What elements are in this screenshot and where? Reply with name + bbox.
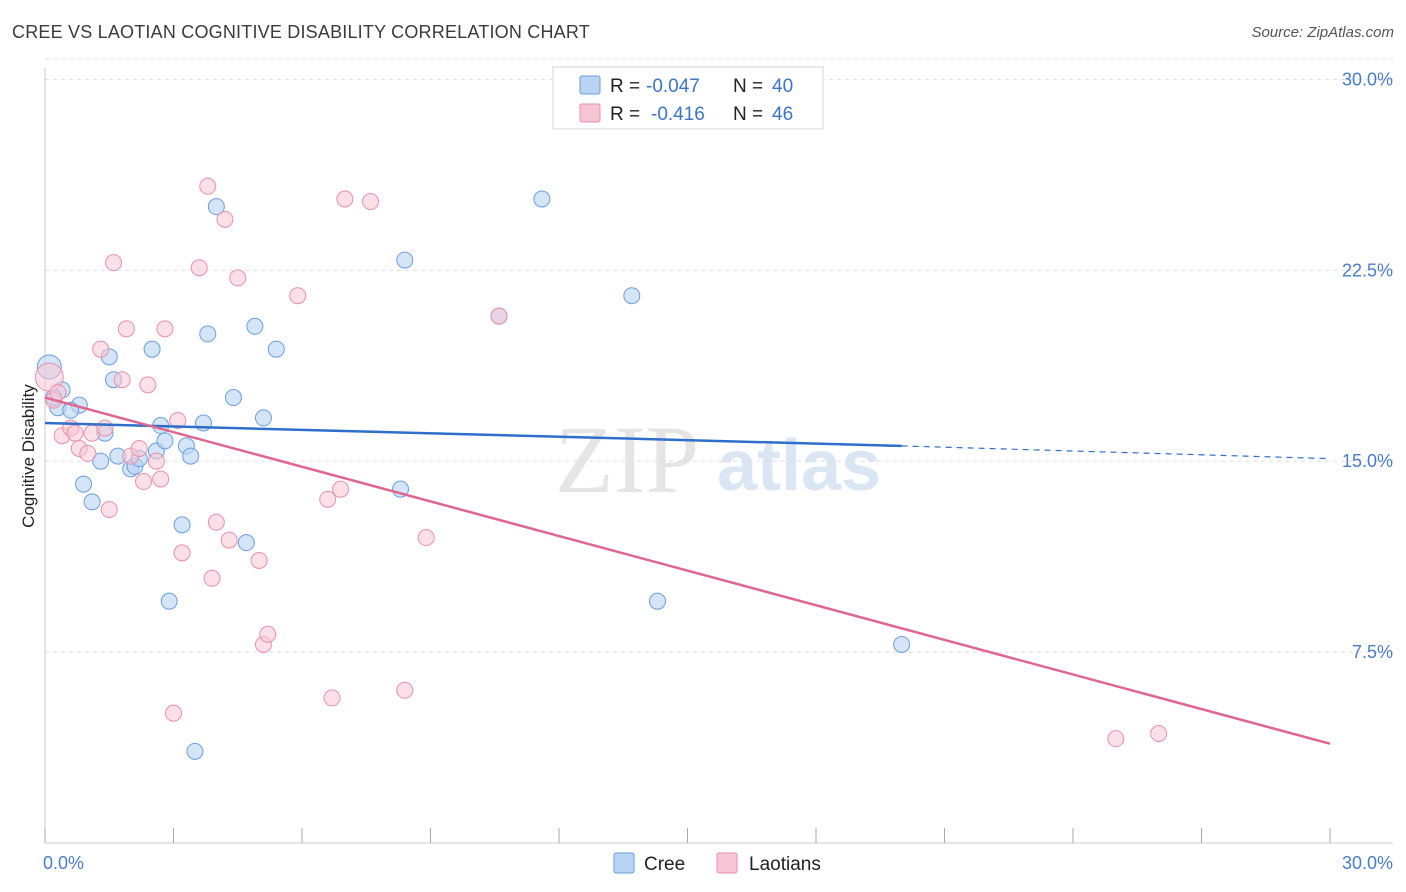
y-tick-label: 15.0% — [1342, 451, 1393, 471]
chart-title: CREE VS LAOTIAN COGNITIVE DISABILITY COR… — [12, 22, 590, 42]
laotian-point — [100, 501, 118, 519]
legend-laotian-r-value: -0.416 — [651, 104, 705, 125]
laotian-point — [220, 531, 238, 549]
y-tick-label: 7.5% — [1352, 642, 1393, 662]
cree-point — [182, 447, 200, 465]
cree-point — [396, 251, 414, 269]
laotian-point — [139, 376, 157, 394]
legend-laotian-n-value: 46 — [772, 104, 793, 125]
x-tick-label: 30.0% — [1342, 853, 1393, 873]
x-tick-label: 0.0% — [43, 853, 84, 873]
cree-point — [173, 516, 191, 534]
legend-laotian-r-label: R = — [610, 104, 640, 125]
cree-point — [160, 592, 178, 610]
axes — [44, 68, 1393, 844]
laotian-point — [203, 569, 221, 587]
laotian-point — [117, 320, 135, 338]
cree-point — [199, 325, 217, 343]
laotian-point — [362, 193, 380, 211]
cree-point — [237, 534, 255, 552]
legend-cree-n-value: 40 — [772, 76, 793, 97]
legend-cree-swatch — [579, 75, 601, 95]
laotian-point — [135, 473, 153, 491]
cree-point — [224, 389, 242, 407]
legend-laotian-n-label: N = — [733, 104, 763, 125]
cree-point — [207, 198, 225, 216]
y-axis-label: Cognitive Disability — [19, 384, 38, 528]
cree-point — [83, 493, 101, 511]
source-label: Source: ZipAtlas.com — [1251, 24, 1394, 41]
laotian-point — [199, 177, 217, 195]
cree-point — [623, 287, 641, 305]
legend-bottom-cree-swatch — [613, 852, 635, 874]
legend-cree-r-label: R = — [610, 76, 640, 97]
laotian-point — [105, 254, 123, 272]
laotian-point — [156, 320, 174, 338]
laotian-point — [66, 424, 84, 442]
laotian-point — [79, 445, 97, 463]
laotian-point — [289, 287, 307, 305]
legend-bottom-laotian-label: Laotians — [749, 854, 821, 875]
laotian-point — [207, 513, 225, 531]
laotian-point — [130, 439, 148, 457]
cree-point — [75, 475, 93, 493]
laotian-point — [173, 544, 191, 562]
legend-laotian-swatch — [579, 103, 601, 123]
legend-bottom-laotian-swatch — [716, 852, 738, 874]
watermark-atlas: atlas — [717, 426, 881, 506]
watermark-zip: ZIP — [555, 406, 699, 513]
legend-cree-n-label: N = — [733, 76, 763, 97]
legend-bottom: Cree Laotians — [613, 852, 821, 875]
legend-bottom-cree-label: Cree — [644, 854, 685, 875]
laotian-point — [49, 383, 67, 401]
laotian-point — [396, 681, 414, 699]
legend-top: R = -0.047 N = 40 R = -0.416 N = 46 — [552, 66, 824, 130]
cree-point — [143, 340, 161, 358]
cree-point — [246, 317, 264, 335]
laotian-point — [490, 307, 508, 325]
laotian-point — [169, 411, 187, 429]
tick-labels: 7.5% 15.0% 22.5% 30.0% 0.0% 30.0% — [43, 69, 1393, 873]
cree-point — [92, 452, 110, 470]
laotian-point — [152, 470, 170, 488]
laotian-point — [417, 529, 435, 547]
y-tick-label: 22.5% — [1342, 260, 1393, 280]
trend-lines — [44, 396, 1331, 745]
laotian-point — [250, 551, 268, 569]
cree-point — [533, 190, 551, 208]
laotian-point — [323, 689, 341, 707]
laotian-point — [147, 452, 165, 470]
laotian-point — [229, 269, 247, 287]
cree-point — [156, 432, 174, 450]
laotian-point — [96, 419, 114, 437]
laotian-point — [165, 704, 182, 722]
cree-trend-extension — [901, 445, 1331, 460]
laotian-point — [190, 259, 208, 277]
cree-point — [649, 592, 667, 610]
laotian-point — [319, 490, 337, 508]
cree-point — [186, 742, 204, 760]
cree-trend-line — [44, 421, 902, 448]
laotian-point — [113, 371, 131, 389]
laotian-point — [259, 625, 277, 643]
cree-point — [254, 409, 272, 427]
cree-point — [267, 340, 285, 358]
grid-lines — [45, 58, 1393, 653]
laotian-trend-line — [44, 396, 1331, 745]
laotian-point — [92, 340, 110, 358]
laotian-point — [1107, 730, 1125, 748]
legend-cree-r-value: -0.047 — [646, 76, 700, 97]
laotian-point — [1150, 725, 1168, 743]
laotian-point — [332, 480, 350, 498]
y-tick-label: 30.0% — [1342, 69, 1393, 89]
laotian-point — [216, 210, 234, 228]
laotian-point — [336, 190, 354, 208]
cree-point — [893, 635, 911, 653]
